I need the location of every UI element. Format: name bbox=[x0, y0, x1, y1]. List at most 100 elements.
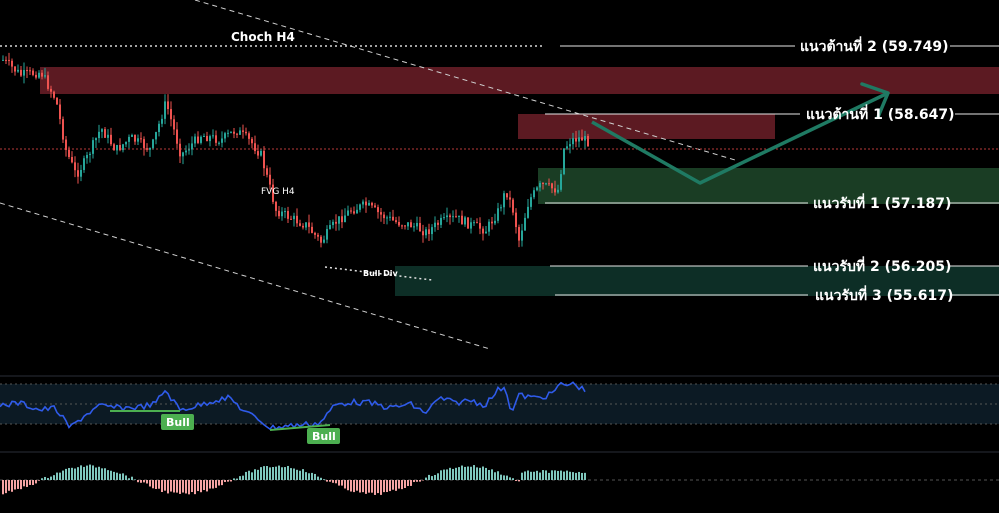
histogram-bar bbox=[242, 475, 244, 480]
candle-body bbox=[353, 211, 355, 214]
histogram-bar bbox=[167, 480, 169, 494]
candle-body bbox=[233, 131, 235, 134]
histogram-bar bbox=[53, 475, 55, 480]
histogram-bar bbox=[101, 468, 103, 480]
histogram-bar bbox=[44, 476, 46, 480]
candle-body bbox=[491, 221, 493, 224]
histogram-bar bbox=[497, 471, 499, 480]
candle-body bbox=[332, 221, 334, 226]
candle-body bbox=[536, 187, 538, 191]
histogram-bar bbox=[107, 470, 109, 480]
histogram-bar bbox=[440, 470, 442, 480]
candle-body bbox=[14, 66, 16, 72]
histogram-bar bbox=[233, 478, 235, 480]
candle-body bbox=[242, 130, 244, 132]
candle-body bbox=[545, 183, 547, 185]
candle-body bbox=[329, 225, 331, 230]
candle-body bbox=[335, 221, 337, 224]
histogram-bar bbox=[443, 469, 445, 480]
candle-body bbox=[266, 168, 268, 175]
bull-badge-2-text: Bull bbox=[312, 430, 336, 443]
candle-body bbox=[143, 139, 145, 149]
histogram-bar bbox=[515, 480, 517, 481]
candle-body bbox=[164, 101, 166, 119]
histogram-bar bbox=[278, 465, 280, 480]
candle-body bbox=[311, 226, 313, 233]
resistance-zone-top bbox=[40, 67, 999, 94]
candle-body bbox=[587, 135, 589, 147]
candle-body bbox=[476, 222, 478, 224]
candle-body bbox=[317, 234, 319, 237]
candle-body bbox=[401, 225, 403, 227]
histogram-bar bbox=[236, 478, 238, 480]
histogram-bar bbox=[428, 474, 430, 480]
candle-body bbox=[239, 130, 241, 135]
candle-body bbox=[254, 143, 256, 152]
candle-body bbox=[83, 158, 85, 170]
histogram-bar bbox=[371, 480, 373, 493]
histogram-bar bbox=[290, 468, 292, 480]
candle-body bbox=[218, 142, 220, 144]
resistance-zone-middle bbox=[518, 114, 775, 139]
histogram-bar bbox=[350, 480, 352, 492]
candle-body bbox=[395, 220, 397, 222]
support-2-label: แนวรับที่ 2 (56.205) bbox=[813, 256, 951, 275]
candle-body bbox=[167, 101, 169, 110]
histogram-bar bbox=[134, 479, 136, 480]
histogram-bar bbox=[47, 478, 49, 480]
histogram-bar bbox=[578, 471, 580, 480]
histogram-bar bbox=[293, 468, 295, 480]
histogram-bar bbox=[131, 476, 133, 480]
histogram-bar bbox=[500, 474, 502, 480]
histogram-bar bbox=[320, 477, 322, 480]
histogram-bar bbox=[299, 470, 301, 480]
histogram-bar bbox=[398, 480, 400, 489]
projection-path bbox=[591, 91, 889, 185]
histogram-bar bbox=[335, 480, 337, 484]
candle-body bbox=[287, 211, 289, 219]
histogram-bar bbox=[308, 473, 310, 480]
candle-body bbox=[581, 137, 583, 141]
histogram-bar bbox=[116, 472, 118, 480]
bull-badge-1: Bull bbox=[161, 414, 194, 430]
histogram-bar bbox=[74, 468, 76, 480]
candle-body bbox=[275, 201, 277, 211]
candle-body bbox=[407, 222, 409, 227]
candle-body bbox=[326, 229, 328, 240]
histogram-bar bbox=[20, 480, 22, 490]
histogram-bar bbox=[518, 480, 520, 482]
histogram-bar bbox=[71, 467, 73, 480]
candle-body bbox=[308, 222, 310, 227]
candle-body bbox=[506, 193, 508, 198]
candle-body bbox=[215, 135, 217, 143]
candle-body bbox=[473, 222, 475, 224]
resistance-1-label: แนวต้านที่ 1 (58.647) bbox=[806, 104, 955, 123]
candle-body bbox=[428, 229, 430, 235]
histogram-bar bbox=[533, 471, 535, 480]
candle-body bbox=[269, 174, 271, 185]
candle-body bbox=[494, 220, 496, 224]
candle-body bbox=[374, 205, 376, 208]
level-lines-layer bbox=[545, 45, 999, 296]
zones-layer bbox=[40, 67, 999, 296]
candle-body bbox=[425, 229, 427, 236]
histogram-bar bbox=[464, 466, 466, 480]
candle-body bbox=[440, 217, 442, 225]
histogram-bar bbox=[341, 480, 343, 486]
histogram-bar bbox=[152, 480, 154, 489]
candle-body bbox=[224, 133, 226, 139]
histogram-bar bbox=[563, 471, 565, 480]
candle-body bbox=[563, 148, 565, 175]
histogram-bar bbox=[347, 480, 349, 491]
histogram-bar bbox=[521, 472, 523, 480]
candle-body bbox=[221, 138, 223, 143]
histogram-bar bbox=[317, 476, 319, 480]
histogram-bar bbox=[314, 473, 316, 480]
candle-body bbox=[59, 104, 61, 120]
candle-body bbox=[554, 188, 556, 193]
candle-body bbox=[146, 148, 148, 150]
candle-body bbox=[452, 216, 454, 218]
histogram-bar bbox=[566, 470, 568, 480]
candle-body bbox=[413, 226, 415, 228]
